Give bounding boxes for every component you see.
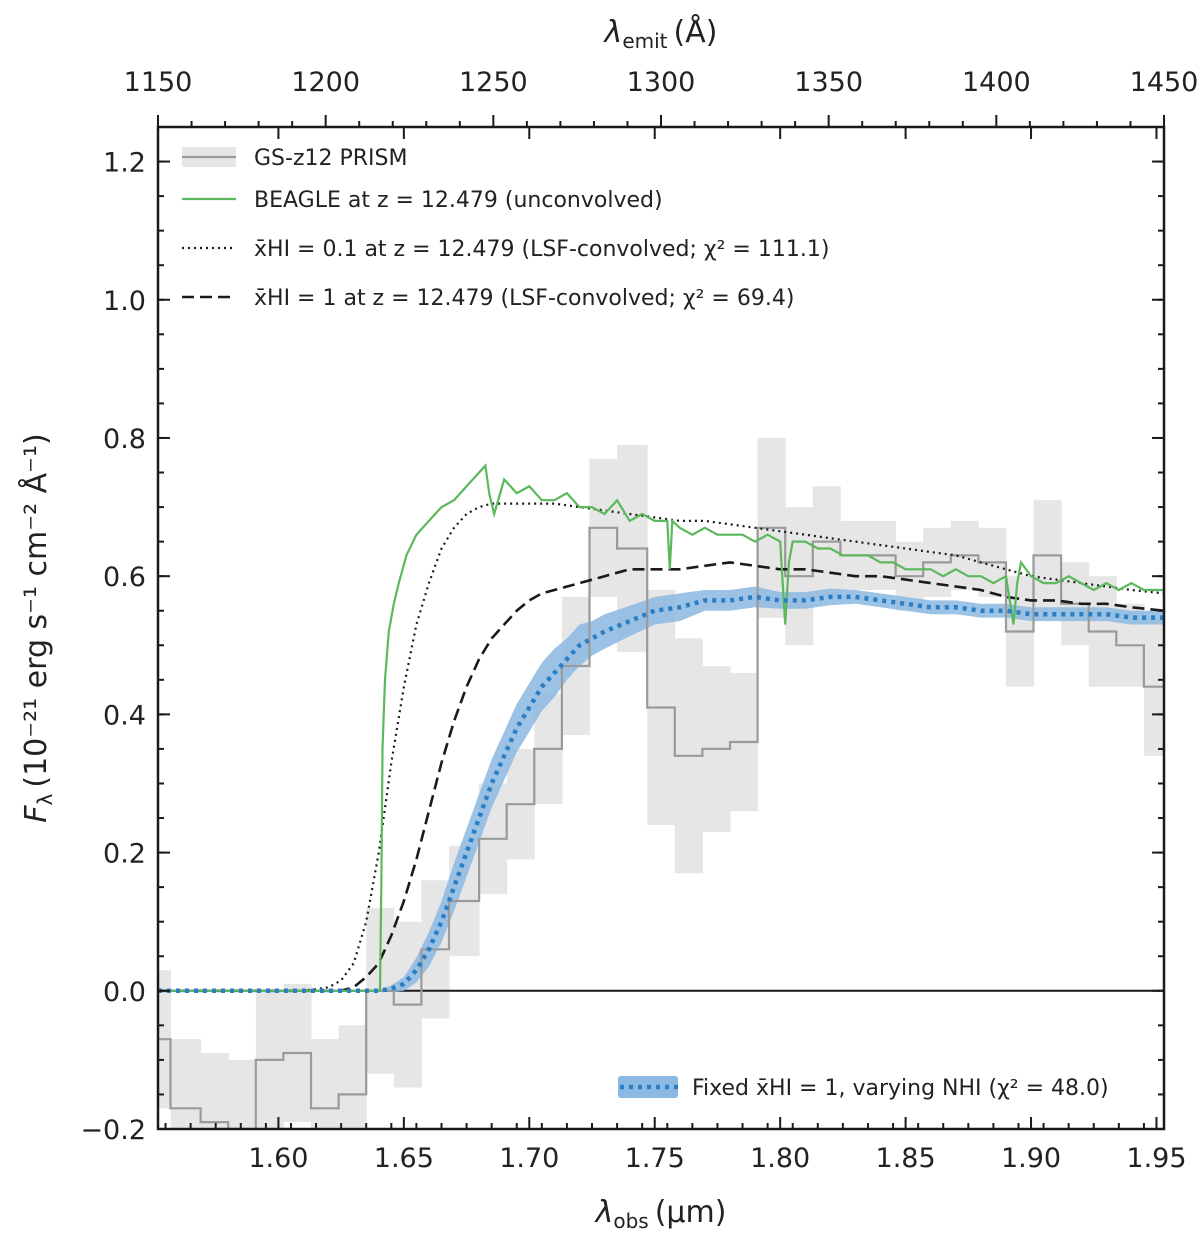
legend-label-beagle: BEAGLE at z = 12.479 (unconvolved) xyxy=(254,188,663,213)
x-tick-label: 1.75 xyxy=(625,1143,685,1174)
top-tick-label: 1150 xyxy=(124,67,193,98)
x-tick-label: 1.80 xyxy=(750,1143,810,1174)
y-tick-label: 1.0 xyxy=(103,286,146,317)
xhi-1-model-line xyxy=(158,561,1164,993)
legend-entry-xhi-1: x̄HI = 1 at z = 12.479 (LSF-convolved; χ… xyxy=(182,286,794,311)
beagle-model-line xyxy=(158,463,1164,992)
y-tick-label: 0.8 xyxy=(103,424,146,455)
y-tick-label: 0.6 xyxy=(103,562,146,593)
top-tick-label: 1450 xyxy=(1130,67,1199,98)
y-tick-label: 0.4 xyxy=(103,700,146,731)
legend-label-xhi-0.1: x̄HI = 0.1 at z = 12.479 (LSF-convolved;… xyxy=(254,237,829,262)
x-axis-title: λobs (μm) xyxy=(594,1195,727,1233)
prism-error-bin xyxy=(228,1059,257,1129)
legend-lower-right: Fixed x̄HI = 1, varying NHI (χ² = 48.0) xyxy=(618,1076,1109,1101)
top-x-axis-title: λemit (Å) xyxy=(603,14,718,53)
xhi-0.1-model-line xyxy=(158,502,1164,992)
prism-error-bin xyxy=(338,1025,367,1129)
axis-ticks xyxy=(157,115,1165,1130)
legend-label-xhi-1: x̄HI = 1 at z = 12.479 (LSF-convolved; χ… xyxy=(254,286,794,311)
y-tick-label: 0.0 xyxy=(103,977,146,1008)
x-tick-label: 1.90 xyxy=(1001,1143,1061,1174)
legend-entry-xhi-0.1: x̄HI = 0.1 at z = 12.479 (LSF-convolved;… xyxy=(182,237,829,262)
legend-label-nhi: Fixed x̄HI = 1, varying NHI (χ² = 48.0) xyxy=(692,1076,1109,1101)
legend-entry-beagle: BEAGLE at z = 12.479 (unconvolved) xyxy=(182,188,663,213)
plot-area xyxy=(158,437,1164,1129)
top-tick-label: 1250 xyxy=(459,67,528,98)
prism-spectrum-line xyxy=(158,526,1164,1129)
y-tick-label: 1.2 xyxy=(103,148,146,179)
prism-error-bin xyxy=(311,1039,340,1129)
y-axis-title: Fλ(10⁻²¹ erg s⁻¹ cm⁻² Å⁻¹) xyxy=(18,433,57,822)
x-tick-label: 1.95 xyxy=(1126,1143,1186,1174)
top-tick-label: 1400 xyxy=(962,67,1031,98)
legend-entry-prism: GS-z12 PRISM xyxy=(182,146,407,171)
top-tick-label: 1300 xyxy=(627,67,696,98)
y-tick-label: −0.2 xyxy=(80,1115,146,1146)
top-tick-label: 1350 xyxy=(794,67,863,98)
nhi-model-line xyxy=(158,594,1164,994)
x-tick-label: 1.85 xyxy=(876,1143,936,1174)
y-tick-label: 0.2 xyxy=(103,839,146,870)
legend-label-prism: GS-z12 PRISM xyxy=(254,146,407,171)
x-tick-label: 1.65 xyxy=(374,1143,434,1174)
x-tick-label: 1.60 xyxy=(248,1143,308,1174)
legend-upper-left: GS-z12 PRISM BEAGLE at z = 12.479 (uncon… xyxy=(182,146,829,311)
prism-error-bin xyxy=(170,1039,202,1129)
axis-tick-labels: 1.60 1.65 1.70 1.75 1.80 1.85 1.90 1.95 −0.2 0.0 0… xyxy=(80,67,1198,1174)
prism-error-bin xyxy=(200,1052,229,1129)
x-tick-label: 1.70 xyxy=(499,1143,559,1174)
top-tick-label: 1200 xyxy=(291,67,360,98)
